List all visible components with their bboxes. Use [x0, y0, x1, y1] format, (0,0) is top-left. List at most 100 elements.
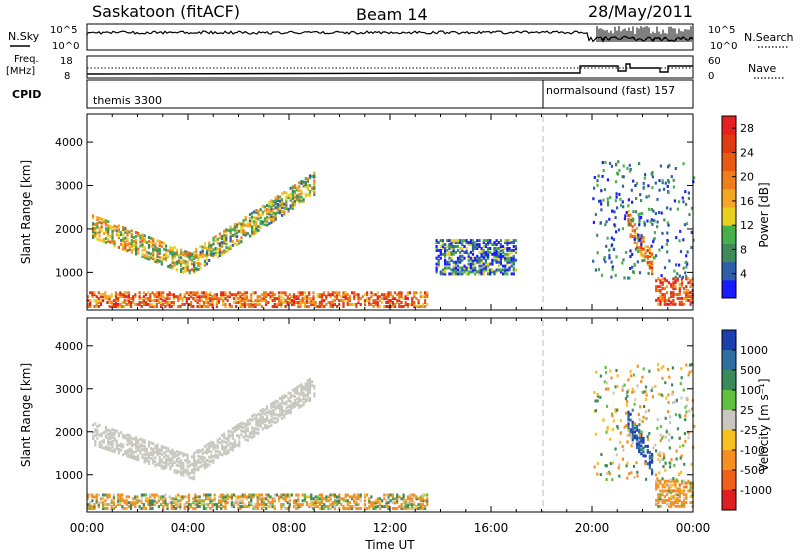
- power-cell: [124, 244, 127, 248]
- velocity-cell: [282, 505, 285, 509]
- power-cell: [231, 228, 234, 232]
- power-cell: [248, 305, 251, 308]
- power-cell: [240, 240, 243, 244]
- power-cell: [621, 184, 625, 188]
- power-cell: [467, 241, 470, 245]
- power-cell: [129, 305, 133, 308]
- power-cell: [244, 223, 247, 227]
- power-cell: [661, 295, 664, 298]
- power-cell: [235, 293, 238, 297]
- power-cell: [469, 243, 472, 247]
- velocity-cell: [678, 504, 681, 508]
- power-cell: [638, 162, 641, 166]
- velocity-cell: [272, 404, 275, 408]
- power-cell: [302, 182, 305, 186]
- power-cell: [121, 293, 124, 297]
- velocity-cell: [683, 499, 686, 502]
- velocity-cell: [109, 435, 112, 439]
- velocity-cell: [257, 422, 260, 426]
- velocity-cell: [690, 462, 693, 466]
- power-cell: [172, 303, 175, 306]
- velocity-cell: [97, 501, 100, 505]
- power-cell: [508, 248, 511, 252]
- velocity-cell: [109, 443, 112, 446]
- velocity-cell: [243, 505, 246, 509]
- velocity-cell: [215, 503, 218, 507]
- velocity-cell: [331, 505, 334, 509]
- power-cell: [197, 256, 200, 260]
- power-cell: [144, 297, 148, 301]
- velocity-cell: [640, 430, 643, 434]
- power-cell: [250, 293, 253, 297]
- velocity-cell: [351, 495, 354, 499]
- power-cell: [302, 180, 305, 184]
- power-cell: [207, 301, 210, 304]
- velocity-cell: [300, 387, 303, 391]
- velocity-cell: [256, 507, 259, 510]
- power-cell: [266, 219, 269, 223]
- power-cell: [452, 260, 455, 264]
- power-cell: [640, 216, 643, 219]
- velocity-cell: [154, 444, 157, 448]
- velocity-cell: [424, 505, 427, 509]
- velocity-cell: [115, 441, 118, 445]
- power-cell: [124, 248, 127, 252]
- power-cell: [480, 264, 483, 268]
- power-cell: [208, 259, 211, 262]
- power-cell: [652, 256, 655, 260]
- velocity-cell: [295, 507, 298, 510]
- velocity-cell: [269, 505, 272, 509]
- power-cell: [643, 176, 646, 180]
- y-tick-label: 1000: [55, 266, 83, 279]
- time-tick-label: 04:00: [171, 521, 206, 535]
- velocity-cell: [223, 451, 226, 455]
- velocity-cell: [177, 460, 181, 464]
- power-cell: [476, 254, 479, 258]
- power-cell: [216, 241, 219, 245]
- power-cell: [218, 236, 221, 240]
- power-cell: [280, 295, 283, 299]
- power-cell: [678, 300, 681, 304]
- power-cell: [646, 245, 649, 249]
- power-cell: [180, 262, 183, 266]
- power-cell: [218, 242, 221, 246]
- power-cell: [278, 199, 282, 203]
- power-cell: [289, 192, 292, 196]
- power-cell: [260, 297, 263, 301]
- velocity-cell: [240, 429, 243, 433]
- power-cell: [318, 295, 321, 299]
- power-cell: [195, 255, 198, 259]
- power-cell: [177, 259, 181, 263]
- power-cell: [190, 252, 193, 256]
- velocity-cell: [306, 383, 309, 386]
- velocity-cell: [128, 455, 131, 459]
- velocity-cell: [210, 440, 213, 444]
- velocity-cell: [387, 495, 390, 499]
- power-cell: [651, 270, 654, 274]
- power-cell: [667, 223, 670, 227]
- power-cell: [124, 226, 127, 230]
- velocity-cell: [291, 402, 294, 406]
- power-cell: [171, 251, 174, 254]
- velocity-cell: [644, 398, 647, 401]
- power-cell: [271, 295, 274, 299]
- velocity-cell: [631, 420, 634, 424]
- velocity-cell: [304, 394, 307, 397]
- velocity-cell: [396, 495, 399, 499]
- velocity-cell: [142, 505, 145, 509]
- power-cell: [150, 244, 153, 248]
- power-cell: [667, 179, 670, 182]
- power-cell: [618, 168, 621, 172]
- velocity-cell: [340, 503, 343, 507]
- velocity-cell: [383, 505, 386, 509]
- velocity-cell: [289, 399, 292, 403]
- power-cell: [281, 206, 284, 210]
- power-cell: [278, 195, 282, 199]
- velocity-cell: [125, 507, 128, 510]
- power-cell: [273, 303, 276, 306]
- velocity-cell: [218, 441, 221, 445]
- power-cell: [508, 268, 511, 272]
- power-cell: [408, 303, 412, 306]
- power-cell: [441, 239, 445, 243]
